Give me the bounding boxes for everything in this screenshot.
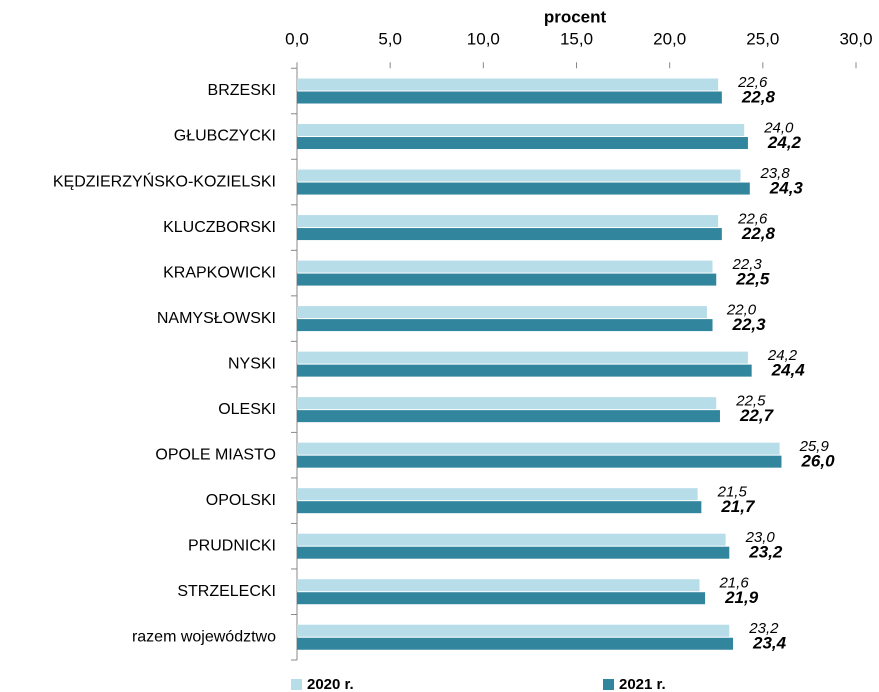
value-label: 22,5 <box>735 270 770 289</box>
value-label: 23,4 <box>752 634 787 653</box>
bar <box>297 137 748 150</box>
value-label: 21,5 <box>717 484 748 501</box>
bar <box>297 260 713 273</box>
y-tick-label: OPOLE MIASTO <box>155 446 276 463</box>
bar <box>297 637 734 650</box>
bar <box>297 215 719 228</box>
bar <box>297 78 719 91</box>
bar <box>297 488 698 501</box>
value-label: 24,2 <box>767 133 802 152</box>
legend-label: 2021 r. <box>619 676 666 692</box>
bar <box>297 624 730 637</box>
y-tick-label: GŁUBCZYCKI <box>174 128 276 145</box>
y-tick-label: NYSKI <box>228 355 276 372</box>
x-tick-label: 30,0 <box>839 29 872 48</box>
bar <box>297 397 717 410</box>
bar <box>297 455 782 468</box>
value-label: 25,9 <box>799 438 830 455</box>
bar <box>297 442 780 455</box>
bar <box>297 364 752 377</box>
value-label: 24,4 <box>771 361 806 380</box>
bar <box>297 182 750 195</box>
y-tick-label: OLESKI <box>218 401 276 418</box>
value-label: 21,9 <box>724 588 759 607</box>
bar <box>297 91 722 104</box>
x-tick-label: 15,0 <box>560 29 593 48</box>
value-label: 23,8 <box>759 165 790 182</box>
chart-title: procent <box>544 7 607 26</box>
value-label: 24,3 <box>769 179 804 198</box>
value-label: 22,0 <box>726 302 757 319</box>
legend-swatch <box>603 679 614 690</box>
x-tick-label: 10,0 <box>467 29 500 48</box>
y-tick-label: KĘDZIERZYŃSKO-KOZIELSKI <box>53 171 276 190</box>
bar <box>297 501 702 514</box>
legend-swatch <box>291 679 302 690</box>
value-label: 24,2 <box>767 347 798 364</box>
x-tick-label: 0,0 <box>285 29 309 48</box>
y-tick-label: PRUDNICKI <box>188 537 276 554</box>
value-label: 22,3 <box>732 256 763 273</box>
bar <box>297 169 741 182</box>
y-tick-label: OPOLSKI <box>206 492 276 509</box>
bar <box>297 319 713 332</box>
value-label: 26,0 <box>800 452 835 471</box>
value-label: 23,2 <box>748 543 783 562</box>
value-label: 22,7 <box>739 406 775 425</box>
y-tick-label: BRZESKI <box>208 82 276 99</box>
bar <box>297 351 748 364</box>
value-label: 22,8 <box>741 224 776 243</box>
value-label: 22,6 <box>737 74 768 91</box>
y-tick-label: razem województwo <box>132 628 276 645</box>
legend-label: 2020 r. <box>307 676 354 692</box>
y-tick-label: KLUCZBORSKI <box>163 219 276 236</box>
x-tick-label: 25,0 <box>746 29 779 48</box>
bar <box>297 579 700 592</box>
x-tick-label: 5,0 <box>378 29 402 48</box>
value-label: 22,6 <box>737 211 768 228</box>
value-label: 21,7 <box>720 497 756 516</box>
bar <box>297 124 745 137</box>
value-label: 22,8 <box>741 87 776 106</box>
value-label: 22,5 <box>735 393 766 410</box>
bar <box>297 592 706 605</box>
value-label: 23,0 <box>745 529 776 546</box>
y-tick-label: STRZELECKI <box>177 583 276 600</box>
x-tick-label: 20,0 <box>653 29 686 48</box>
bar <box>297 410 720 423</box>
value-label: 23,2 <box>748 620 779 637</box>
bar <box>297 228 722 241</box>
value-label: 22,3 <box>732 315 767 334</box>
value-label: 24,0 <box>763 119 794 136</box>
y-tick-label: KRAPKOWICKI <box>163 264 276 281</box>
y-tick-label: NAMYSŁOWSKI <box>157 310 276 327</box>
bar <box>297 533 726 546</box>
value-label: 21,6 <box>718 575 749 592</box>
bar <box>297 546 730 559</box>
bar <box>297 306 707 319</box>
bar <box>297 273 717 286</box>
